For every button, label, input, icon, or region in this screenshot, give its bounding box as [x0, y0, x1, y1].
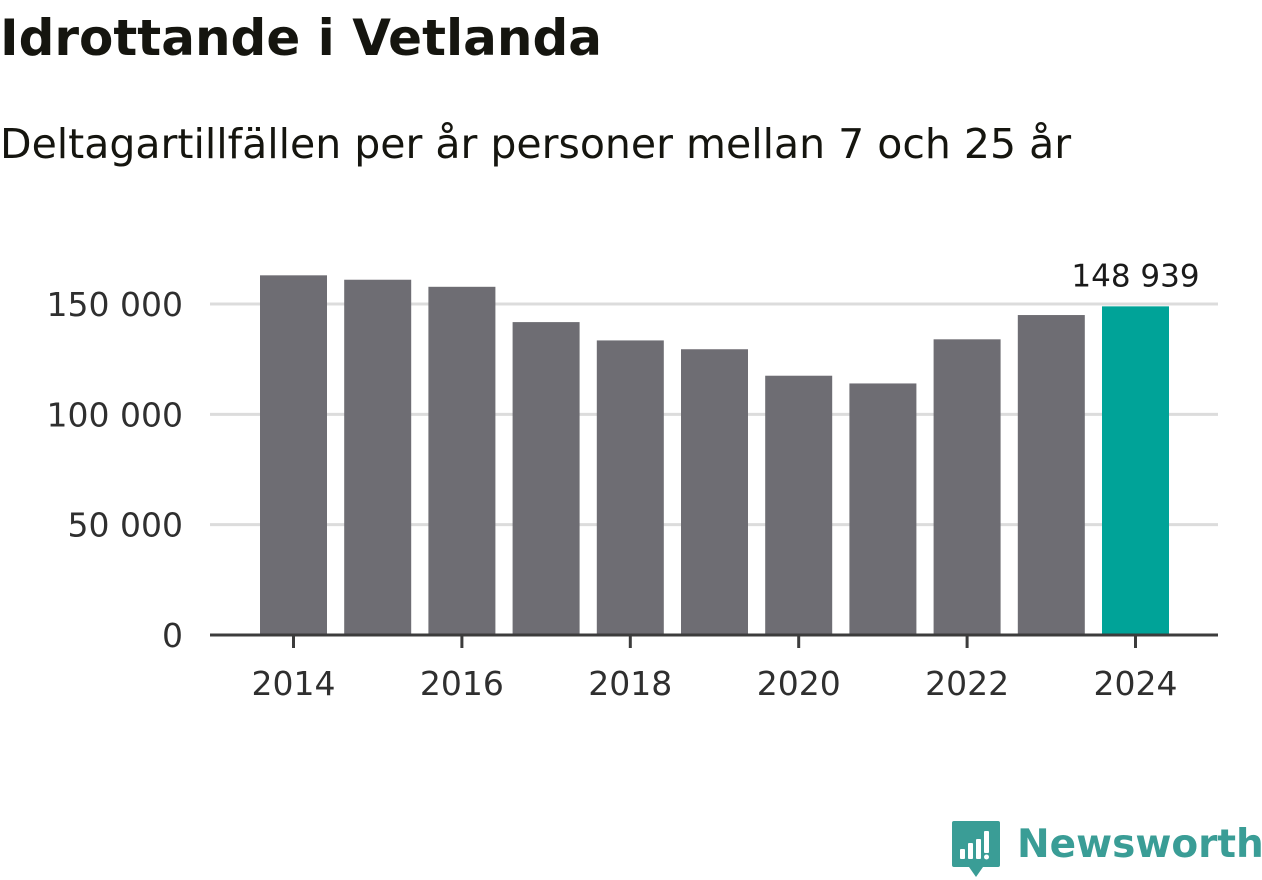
bar-2022: [933, 339, 1001, 635]
bar-2018: [596, 340, 664, 635]
y-tick-label: 100 000: [47, 395, 183, 434]
y-tick-label: 150 000: [47, 285, 183, 324]
bar-2021: [849, 383, 917, 635]
bars: [260, 275, 1169, 635]
bar-2016: [428, 286, 496, 635]
x-tick-label: 2024: [1094, 664, 1178, 703]
x-tick-label: 2018: [588, 664, 672, 703]
x-tick-label: 2016: [420, 664, 504, 703]
chart-subtitle: Deltagartillfällen per år personer mella…: [0, 120, 1072, 168]
newsworthy-logo-icon: [952, 821, 1000, 877]
bar-2019: [681, 349, 748, 635]
bar-2023: [1017, 315, 1085, 635]
x-tick-label: 2022: [925, 664, 1009, 703]
bar-2017: [512, 322, 580, 635]
newsworthy-logo-text: Newsworthy: [1017, 822, 1262, 867]
x-tick-label: 2020: [757, 664, 841, 703]
labels: 0 50 000 100 000 150 000 148 939 2014 2016 2018…: [47, 258, 1200, 703]
data-label: 148 939: [1071, 258, 1199, 294]
x-tick-label: 2014: [252, 664, 336, 703]
y-tick-label: 50 000: [68, 506, 183, 545]
axes: [210, 633, 1218, 648]
y-tick-label: 0: [162, 616, 183, 655]
bar-2020: [765, 375, 833, 635]
newsworthy-logo: Newsworthy: [951, 818, 1262, 880]
bar-2015: [344, 279, 412, 635]
bar-2024: [1102, 306, 1169, 635]
bar-2014: [260, 275, 327, 635]
chart-title: Idrottande i Vetlanda: [0, 9, 602, 67]
